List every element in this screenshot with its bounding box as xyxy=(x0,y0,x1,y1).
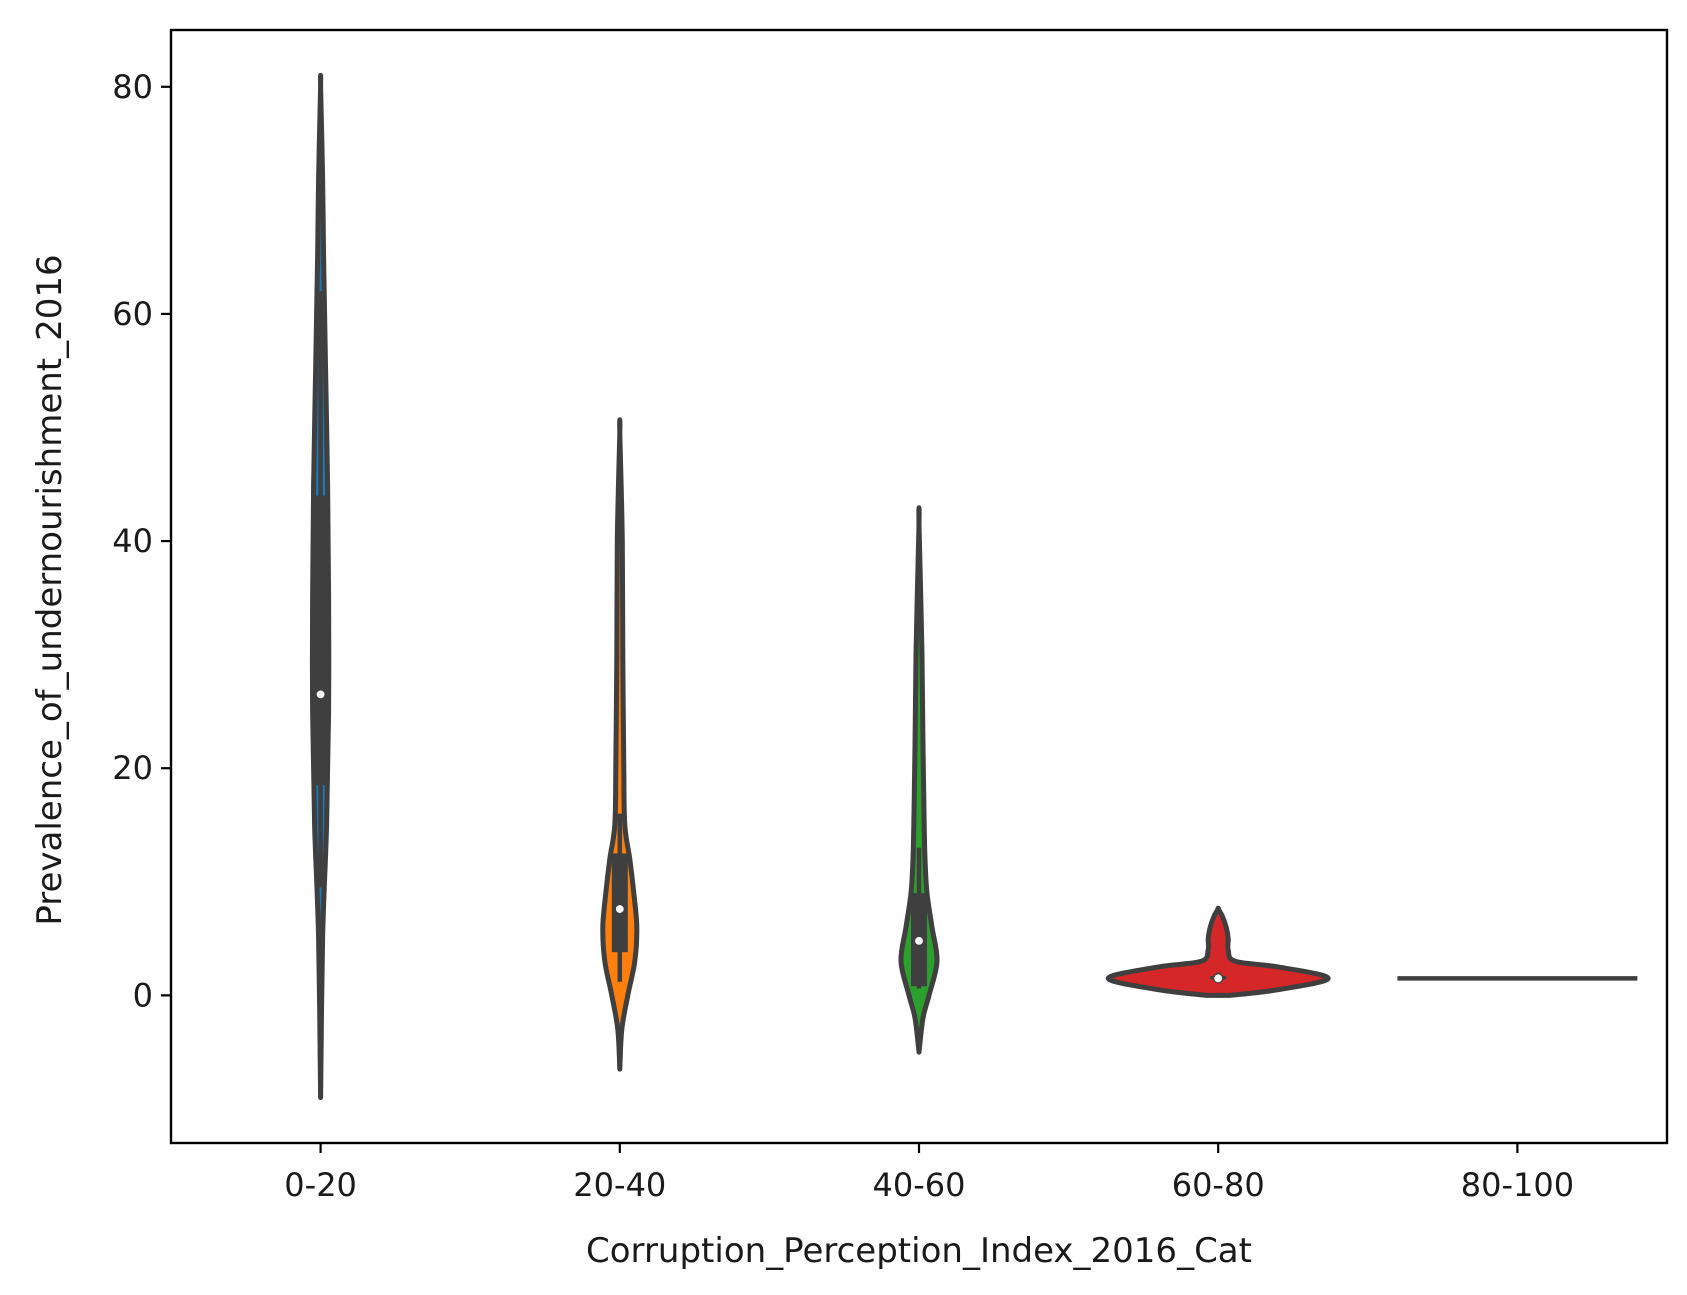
median-marker-0-20 xyxy=(315,689,326,700)
y-axis-title: Prevalence_of_undernourishment_2016 xyxy=(30,254,70,925)
median-marker-40-60 xyxy=(913,935,925,946)
violin-60-80 xyxy=(1105,905,1331,998)
y-tick-label-20: 20 xyxy=(112,749,153,787)
violin-body-60-80 xyxy=(1105,905,1331,998)
x-tick-label-80-100: 80-100 xyxy=(1461,1166,1574,1204)
median-marker-60-80 xyxy=(1213,973,1224,984)
x-axis: 0-20 20-40 40-60 60-80 80-100 xyxy=(284,1143,1574,1204)
y-tick-label-40: 40 xyxy=(112,522,153,560)
y-axis: 0 20 40 60 80 xyxy=(112,68,171,1014)
iqr-box-20-40 xyxy=(611,853,628,953)
violin-0-20 xyxy=(309,72,332,1101)
median-marker-20-40 xyxy=(614,903,625,915)
x-tick-label-0-20: 0-20 xyxy=(284,1166,357,1204)
violin-body-40-60 xyxy=(898,505,940,1055)
x-axis-title: Corruption_Perception_Index_2016_Cat xyxy=(586,1231,1252,1271)
y-tick-label-0: 0 xyxy=(133,976,153,1014)
y-tick-label-60: 60 xyxy=(112,295,153,333)
violin-40-60 xyxy=(898,505,940,1055)
y-tick-label-80: 80 xyxy=(112,68,153,106)
plot-area xyxy=(309,72,1638,1101)
x-tick-label-20-40: 20-40 xyxy=(573,1166,666,1204)
violin-body-20-40 xyxy=(600,417,640,1072)
iqr-box-0-20 xyxy=(312,495,329,786)
x-tick-label-60-80: 60-80 xyxy=(1172,1166,1265,1204)
violin-20-40 xyxy=(600,417,640,1072)
x-tick-label-40-60: 40-60 xyxy=(873,1166,966,1204)
